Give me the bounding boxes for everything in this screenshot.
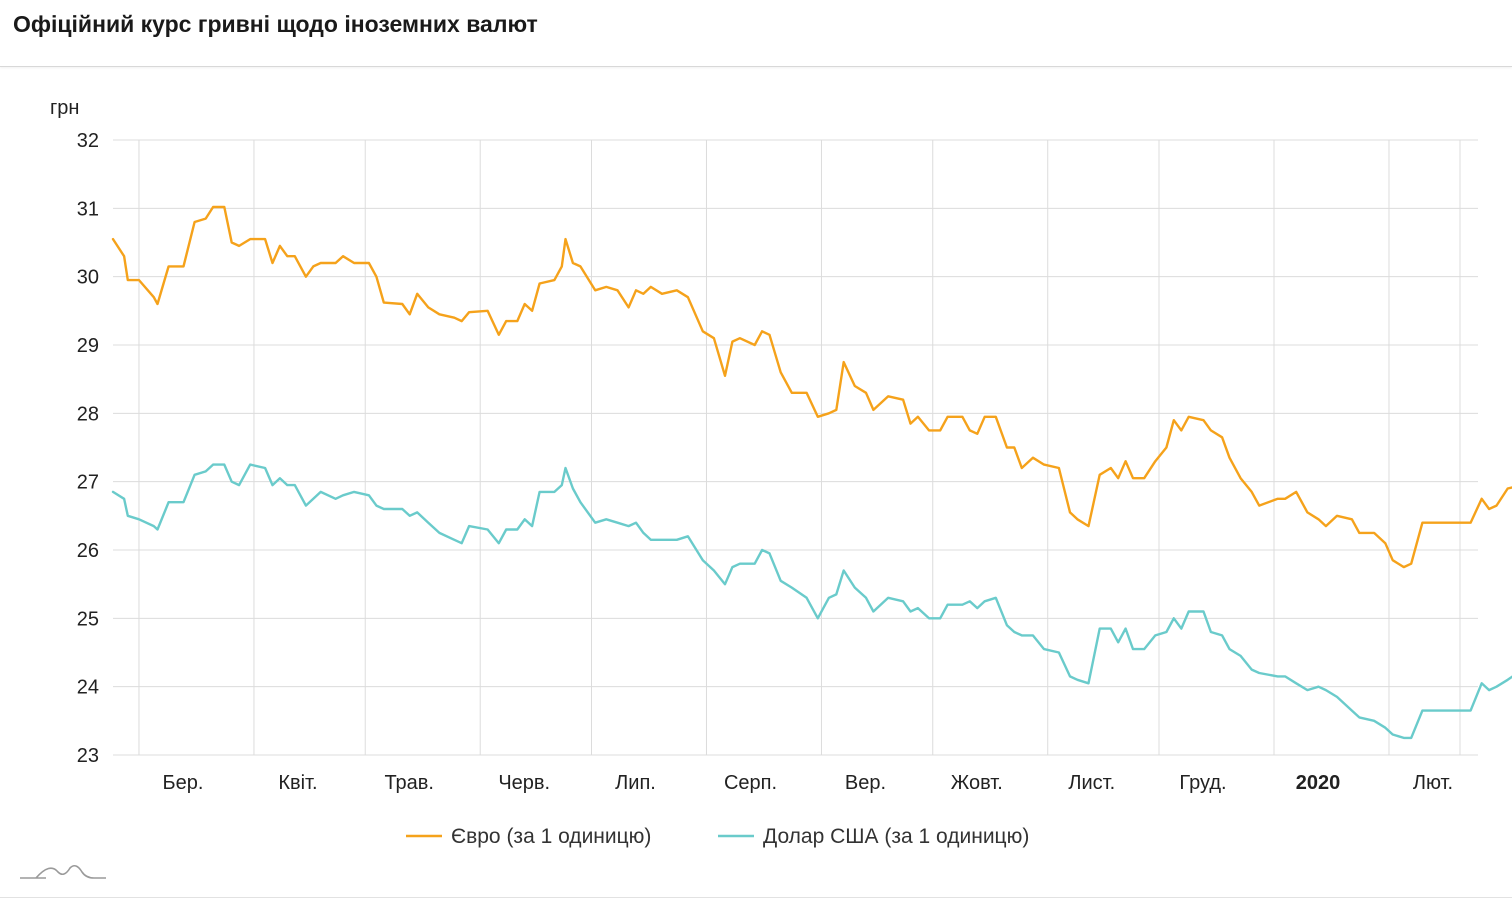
y-tick-label: 29	[77, 335, 99, 357]
y-axis-unit-label: грн	[50, 97, 79, 119]
series-line-usd	[111, 463, 1512, 740]
page-title: Офіційний курс гривні щодо іноземних вал…	[13, 11, 538, 37]
x-tick-label: Лют.	[1413, 772, 1453, 794]
y-tick-label: 26	[77, 540, 99, 562]
y-tick-label: 27	[77, 472, 99, 494]
x-tick-label: Квіт.	[278, 772, 317, 794]
mountain-wave-logo-icon	[18, 858, 108, 887]
y-tick-label: 31	[77, 198, 99, 220]
x-tick-label: 2020	[1296, 772, 1341, 794]
x-tick-label: Груд.	[1179, 772, 1226, 794]
x-tick-label: Бер.	[162, 772, 203, 794]
x-tick-label: Серп.	[724, 772, 777, 794]
legend-item-euro-label: Євро (за 1 одиницю)	[451, 825, 651, 848]
y-tick-label: 24	[77, 677, 99, 699]
y-tick-label: 25	[77, 608, 99, 630]
bottom-divider	[0, 897, 1512, 898]
x-tick-label: Лист.	[1068, 772, 1115, 794]
y-tick-label: 30	[77, 267, 99, 289]
y-tick-label: 23	[77, 745, 99, 767]
y-tick-label: 32	[77, 130, 99, 152]
x-tick-label: Жовт.	[951, 772, 1003, 794]
x-tick-label: Трав.	[384, 772, 434, 794]
title-bar: Офіційний курс гривні щодо іноземних вал…	[0, 0, 1512, 67]
y-tick-label: 28	[77, 403, 99, 425]
series-line-euro	[111, 205, 1512, 569]
x-tick-label: Вер.	[845, 772, 886, 794]
x-tick-label: Лип.	[615, 772, 656, 794]
x-tick-label: Черв.	[498, 772, 550, 794]
legend-item-usd-label: Долар США (за 1 одиницю)	[763, 825, 1029, 848]
